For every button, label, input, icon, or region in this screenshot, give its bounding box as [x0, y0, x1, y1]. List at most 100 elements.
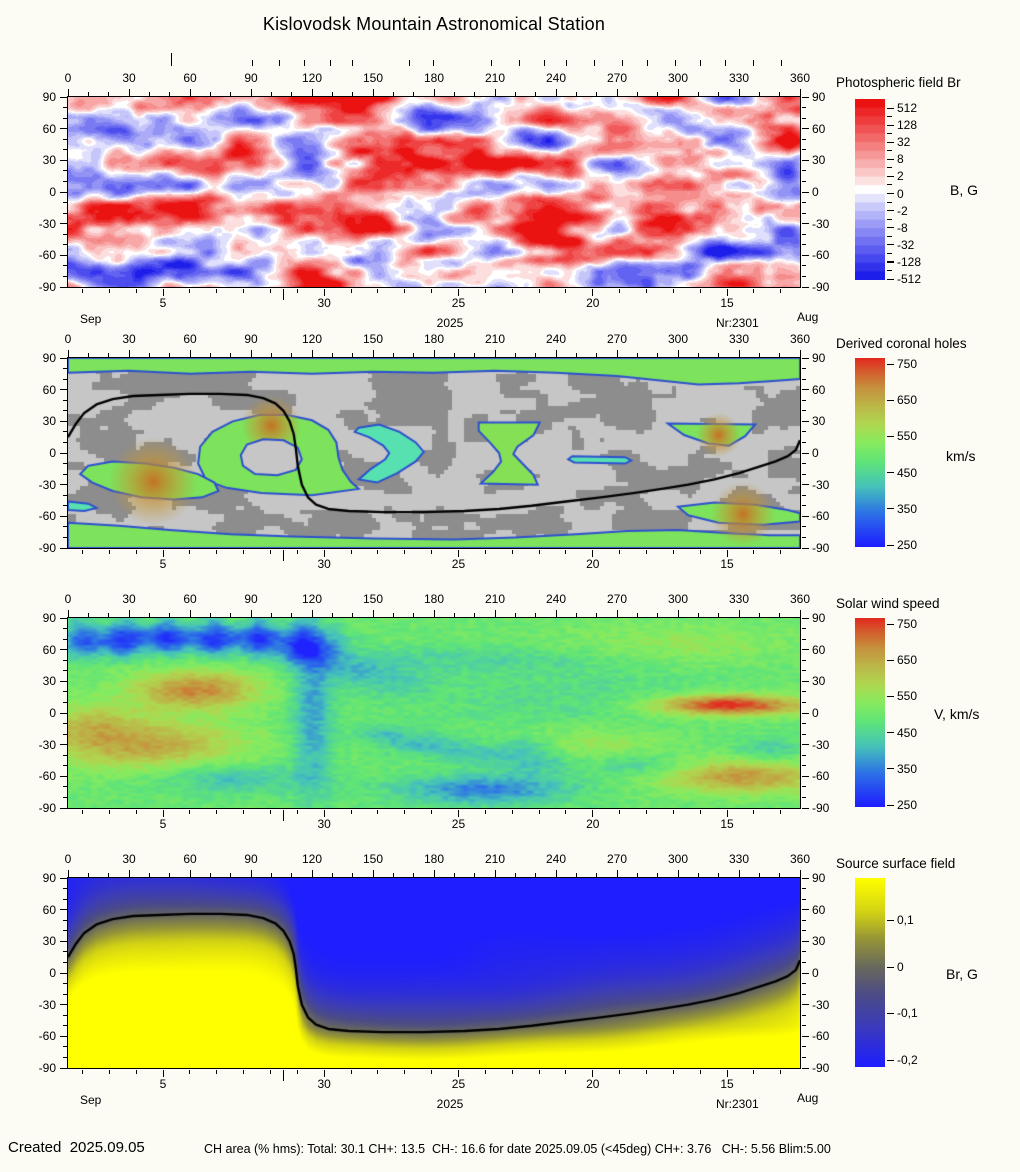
lat-tick: [60, 515, 67, 517]
lat-tick: [801, 254, 809, 256]
lat-tick-label: 90: [812, 351, 826, 365]
photospheric-field-map-box: [66, 95, 801, 288]
lon-tick-label: 120: [301, 592, 323, 606]
lon-tick: [331, 613, 333, 617]
lon-tick-label: 210: [484, 852, 506, 866]
observation-tick: [565, 60, 568, 66]
colorbar-unit-b-g: B, G: [950, 182, 979, 198]
lat-tick-label: -90: [38, 280, 56, 294]
day-tick: [81, 1069, 83, 1074]
colorbar-tick: [887, 768, 894, 770]
day-tick: [350, 288, 352, 293]
lon-tick: [108, 873, 110, 877]
lat-tick: [801, 940, 809, 942]
coronal-holes-colorbar: [855, 358, 885, 547]
lat-tick: [801, 993, 806, 995]
day-tick: [538, 1069, 540, 1074]
lat-tick-label: 0: [49, 446, 56, 460]
lon-tick: [494, 610, 496, 617]
lat-tick-label: 60: [42, 902, 56, 917]
day-tick: [296, 549, 298, 554]
lat-tick-label: -60: [812, 1029, 830, 1044]
lon-tick: [799, 89, 801, 96]
colorbar-minor-tick: [887, 184, 892, 186]
colorbar-minor-tick: [887, 133, 892, 135]
lat-tick: [801, 723, 806, 725]
lat-tick-label: 0: [49, 185, 56, 199]
lon-tick: [636, 613, 638, 617]
lat-tick-label: 60: [42, 121, 56, 136]
lat-tick: [63, 628, 67, 630]
lon-tick: [779, 873, 781, 877]
lat-tick: [60, 712, 67, 714]
lat-tick: [60, 807, 67, 809]
lon-tick-label: 360: [789, 852, 811, 866]
lon-tick-label: 330: [728, 852, 750, 866]
lat-tick: [63, 399, 67, 401]
day-tick: [592, 1069, 594, 1077]
lat-tick: [801, 909, 809, 911]
lon-tick: [555, 870, 557, 877]
colorbar-minor-tick: [887, 201, 892, 203]
lat-tick: [63, 754, 67, 756]
day-tick: [350, 1069, 352, 1074]
lon-tick: [514, 873, 516, 877]
lat-tick: [60, 420, 67, 422]
date-tick-label: 20: [586, 1077, 600, 1091]
lon-tick: [453, 873, 455, 877]
lat-tick: [63, 1025, 67, 1027]
day-tick: [538, 549, 540, 554]
lat-tick: [60, 1035, 67, 1037]
lat-tick: [60, 128, 67, 130]
lat-tick: [801, 775, 809, 777]
colorbar-tick-label: 8: [897, 152, 904, 167]
colorbar-tick-label: 350: [897, 761, 918, 776]
lon-tick: [758, 873, 760, 877]
lon-tick-label: 120: [301, 852, 323, 866]
lat-tick: [801, 202, 806, 204]
lat-tick: [801, 547, 809, 549]
lon-tick: [413, 613, 415, 617]
date-tick-label: 15: [720, 296, 734, 310]
day-tick: [296, 1069, 298, 1074]
lon-tick: [189, 610, 191, 617]
lat-tick-label: 0: [49, 706, 56, 720]
lon-tick: [494, 870, 496, 877]
lon-tick: [413, 873, 415, 877]
lat-tick: [801, 680, 809, 682]
day-tick: [780, 809, 782, 814]
day-tick: [538, 809, 540, 814]
lon-tick-label: 150: [362, 852, 384, 866]
lon-tick: [697, 613, 699, 617]
observation-tick: [170, 53, 173, 66]
day-tick: [619, 1069, 621, 1074]
lat-tick: [63, 505, 67, 507]
lat-tick: [60, 649, 67, 651]
lat-tick: [60, 972, 67, 974]
lat-tick: [63, 701, 67, 703]
lon-tick: [128, 350, 130, 357]
day-tick: [592, 288, 594, 296]
lon-tick-label: 330: [728, 71, 750, 85]
lat-tick-label: 30: [42, 674, 56, 689]
colorbar-unit-kms: km/s: [946, 448, 976, 464]
lat-tick-label: 90: [42, 871, 56, 885]
lon-tick: [718, 613, 720, 617]
lat-tick-label: 90: [812, 90, 826, 104]
day-tick: [431, 288, 433, 293]
lat-tick: [60, 96, 67, 98]
lat-tick: [801, 223, 809, 225]
lat-tick: [60, 909, 67, 911]
colorbar-unit-v-kms: V, km/s: [934, 706, 980, 722]
lon-tick-label: 300: [667, 71, 689, 85]
lon-tick: [67, 870, 69, 877]
colorbar-tick-label: -512: [897, 272, 922, 286]
lat-tick: [801, 701, 806, 703]
lat-tick: [801, 617, 809, 619]
day-tick: [135, 549, 137, 554]
lon-tick: [291, 92, 293, 96]
lon-tick: [148, 873, 150, 877]
colorbar-tick-label: -32: [897, 237, 915, 252]
day-tick: [189, 1069, 191, 1074]
